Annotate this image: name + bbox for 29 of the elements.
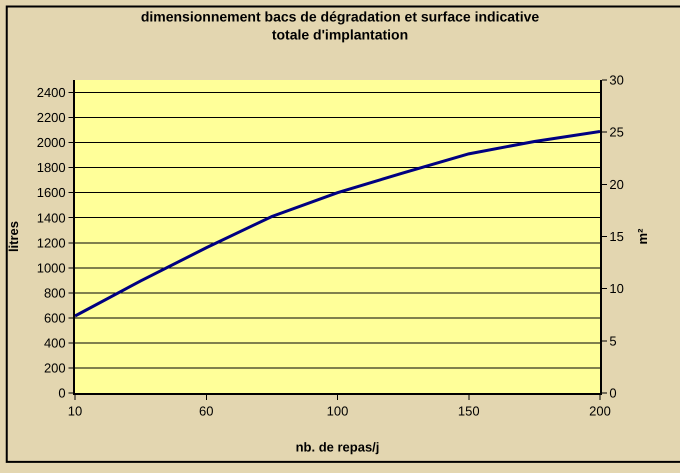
y-tick-label: 2400	[36, 85, 66, 100]
y-tick-label: 2200	[36, 110, 66, 126]
y2-tick-label: 30	[609, 72, 624, 88]
y-tick-label: 0	[58, 386, 66, 401]
y2-axis-title: m²	[634, 228, 650, 244]
x-tick-label: 10	[68, 403, 82, 418]
y-tick-label: 1200	[36, 235, 66, 250]
x-tick-label: 200	[589, 403, 611, 418]
y2-tick-label: 15	[609, 229, 624, 244]
y2-tick-label: 5	[609, 333, 617, 348]
y2-tick-label: 10	[609, 281, 624, 296]
y-tick-label: 800	[44, 285, 66, 300]
y-tick-label: 400	[44, 335, 66, 350]
x-tick-label: 100	[326, 403, 348, 418]
y-axis-title: litres	[6, 220, 22, 252]
y-tick-label: 1400	[36, 210, 66, 226]
y-tick-label: 600	[44, 310, 66, 326]
chart-title: dimensionnement bacs de dégradation et surface indicative totale d'implantation	[140, 8, 540, 42]
x-tick-label: 150	[458, 403, 480, 418]
y2-tick-label: 0	[609, 386, 617, 401]
y2-tick-label: 25	[609, 124, 624, 140]
y2-tick-label: 20	[609, 176, 624, 192]
y-tick-label: 1600	[36, 185, 66, 200]
x-axis-title: nb. de repas/j	[296, 439, 380, 454]
x-tick-label: 60	[199, 403, 214, 418]
y-tick-label: 2000	[36, 135, 66, 150]
y-tick-label: 1000	[36, 260, 66, 276]
y-tick-label: 200	[44, 360, 66, 376]
y-tick-label: 1800	[36, 160, 66, 176]
